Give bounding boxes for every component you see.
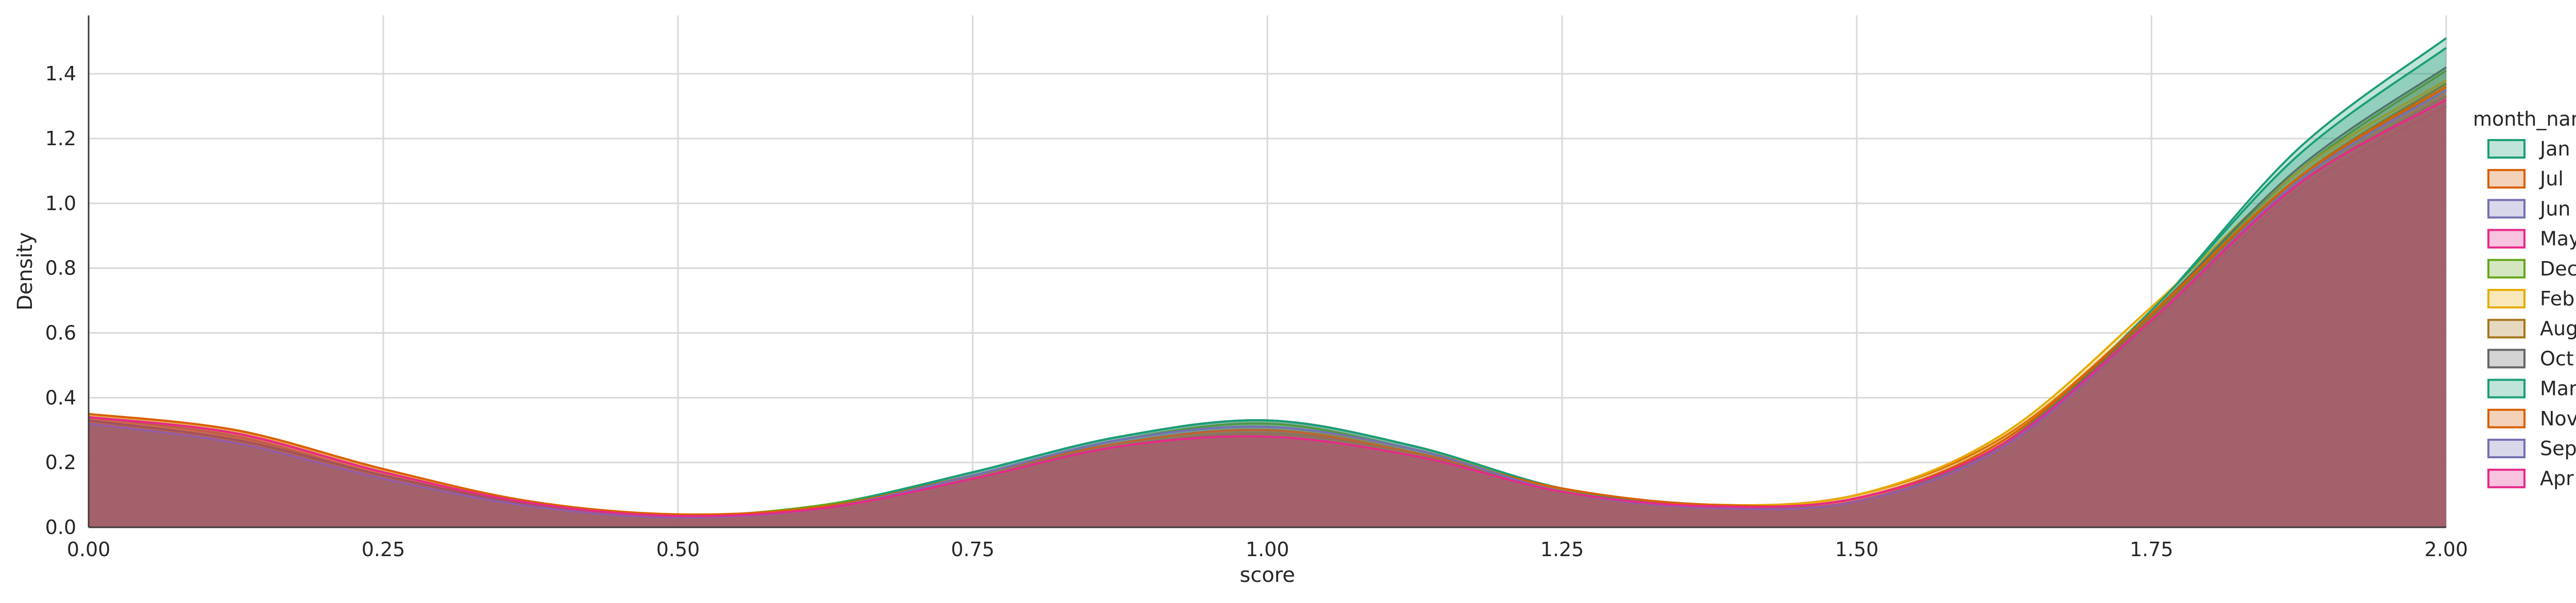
legend-item: Aug [2487,317,2576,340]
y-tick-label: 0.4 [45,386,76,409]
legend-swatch [2487,439,2526,458]
legend-item: Feb [2487,287,2574,310]
legend-swatch [2487,319,2526,339]
y-tick-label: 1.0 [45,192,76,215]
legend-label: Feb [2540,287,2574,310]
x-tick-label: 0.00 [67,538,111,561]
legend-label: Aug [2540,317,2576,340]
x-tick-label: 1.75 [2130,538,2174,561]
x-axis-label: score [1240,563,1295,587]
y-tick-label: 1.4 [45,62,76,85]
area-fill-apr [89,99,2446,527]
legend-swatch [2487,169,2526,189]
y-tick-label: 0.0 [45,516,76,539]
legend-swatch [2487,469,2526,489]
area-fill-aug [89,83,2446,528]
legend-item: Mar [2487,377,2576,400]
x-tick-label: 1.50 [1835,538,1879,561]
legend-label: Nov [2540,407,2576,430]
legend-item: Jan [2487,137,2570,160]
legend-label: Oct [2540,347,2574,370]
legend-label: Jul [2539,167,2564,190]
x-tick-label: 2.00 [2425,538,2468,561]
legend-label: Sep [2540,437,2576,460]
legend-label: Apr [2540,467,2574,490]
legend-title: month_name [2473,108,2576,130]
legend-item: Dec [2487,257,2576,280]
x-tick-label: 0.75 [951,538,995,561]
x-tick-label: 0.25 [362,538,405,561]
y-tick-label: 0.8 [45,257,76,280]
legend: month_name Jan Jul Jun May Dec Feb Aug Oct Mar No… [2473,108,2576,490]
legend-swatch [2487,289,2526,308]
area-fill-may [89,96,2446,527]
density-areas [88,37,2447,528]
x-tick-label: 1.00 [1246,538,1290,561]
y-tick-label: 0.6 [45,322,76,344]
legend-item: Oct [2487,347,2574,370]
legend-item: Apr [2487,467,2574,490]
legend-label: Jun [2539,197,2570,220]
area-fill-jul [89,90,2446,528]
y-tick-label: 0.2 [45,451,76,474]
area-fill-feb [89,80,2446,528]
axes: 0.00 0.25 0.50 0.75 1.00 1.25 1.50 1.75 2.00 0.0 0… [45,15,2468,561]
legend-swatch [2487,408,2526,428]
legend-item: May [2487,228,2576,250]
y-axis-label: Density [13,232,37,311]
legend-swatch [2487,139,2526,159]
area-fill-oct [89,67,2446,528]
legend-item: Jun [2487,197,2570,220]
legend-item: Sep [2487,437,2576,460]
area-line-apr [88,98,2447,518]
legend-swatch [2487,229,2526,249]
y-tick-label: 1.2 [45,127,76,150]
area-line-sep [88,89,2447,519]
legend-item: Nov [2487,407,2576,430]
legend-label: May [2540,228,2576,250]
legend-label: Dec [2540,257,2576,280]
area-fill-sep [89,90,2446,528]
area-fill-jun [89,106,2446,527]
legend-label: Jan [2539,137,2570,160]
area-line-nov [88,85,2447,516]
x-tick-label: 0.50 [656,538,700,561]
legend-swatch [2487,378,2526,399]
area-fill-nov [89,87,2446,528]
x-tick-label: 1.25 [1540,538,1584,561]
legend-swatch [2487,199,2526,219]
area-fill-mar [89,47,2446,528]
legend-label: Mar [2540,377,2576,400]
legend-item: Jul [2487,167,2564,190]
legend-swatch [2487,349,2526,369]
legend-swatch [2487,259,2526,279]
